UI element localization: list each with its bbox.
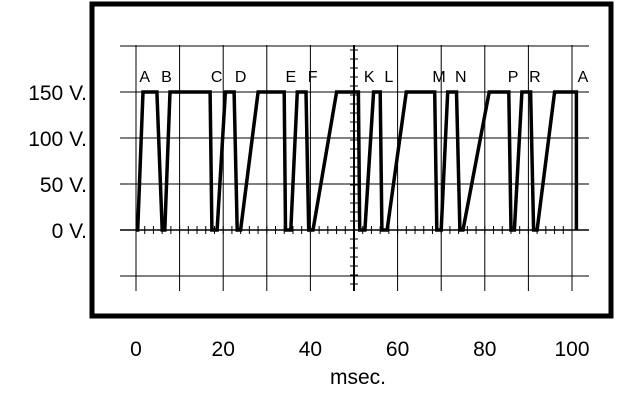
pulse-label: E xyxy=(285,69,296,86)
pulse-label: D xyxy=(235,69,247,86)
pulse-label: B xyxy=(161,69,172,86)
pulse-label: K xyxy=(364,69,375,86)
pulse-label: A xyxy=(139,69,150,86)
pulse-label: L xyxy=(384,69,393,86)
y-tick-label: 0 V. xyxy=(52,220,87,243)
pulse-label: F xyxy=(308,69,318,86)
pulse-waveform-line xyxy=(135,90,579,232)
series-group xyxy=(135,90,579,232)
pulse-label: N xyxy=(455,69,467,86)
y-tick-label: 100 V. xyxy=(28,128,87,151)
x-tick-label: 20 xyxy=(212,338,235,361)
x-tick-label: 80 xyxy=(473,338,496,361)
y-tick-label: 150 V. xyxy=(28,82,87,105)
x-tick-label: 100 xyxy=(554,338,589,361)
pulse-label: C xyxy=(211,69,223,86)
plot-frame xyxy=(89,1,614,319)
x-tick-label: 0 xyxy=(130,338,142,361)
x-tick-label: 40 xyxy=(299,338,322,361)
pulse-label: R xyxy=(529,69,541,86)
pulse-label: A xyxy=(578,69,589,86)
x-tick-label: 60 xyxy=(386,338,409,361)
y-tick-label: 50 V. xyxy=(40,174,87,197)
pulse-label: P xyxy=(508,69,519,86)
y-axis-ticks: 0 V. 50 V. 100 V. 150 V. xyxy=(28,82,87,243)
x-axis-label: msec. xyxy=(330,366,386,389)
x-axis-ticks: 0 20 40 60 80 100 xyxy=(130,338,589,361)
pulse-label: M xyxy=(432,69,445,86)
